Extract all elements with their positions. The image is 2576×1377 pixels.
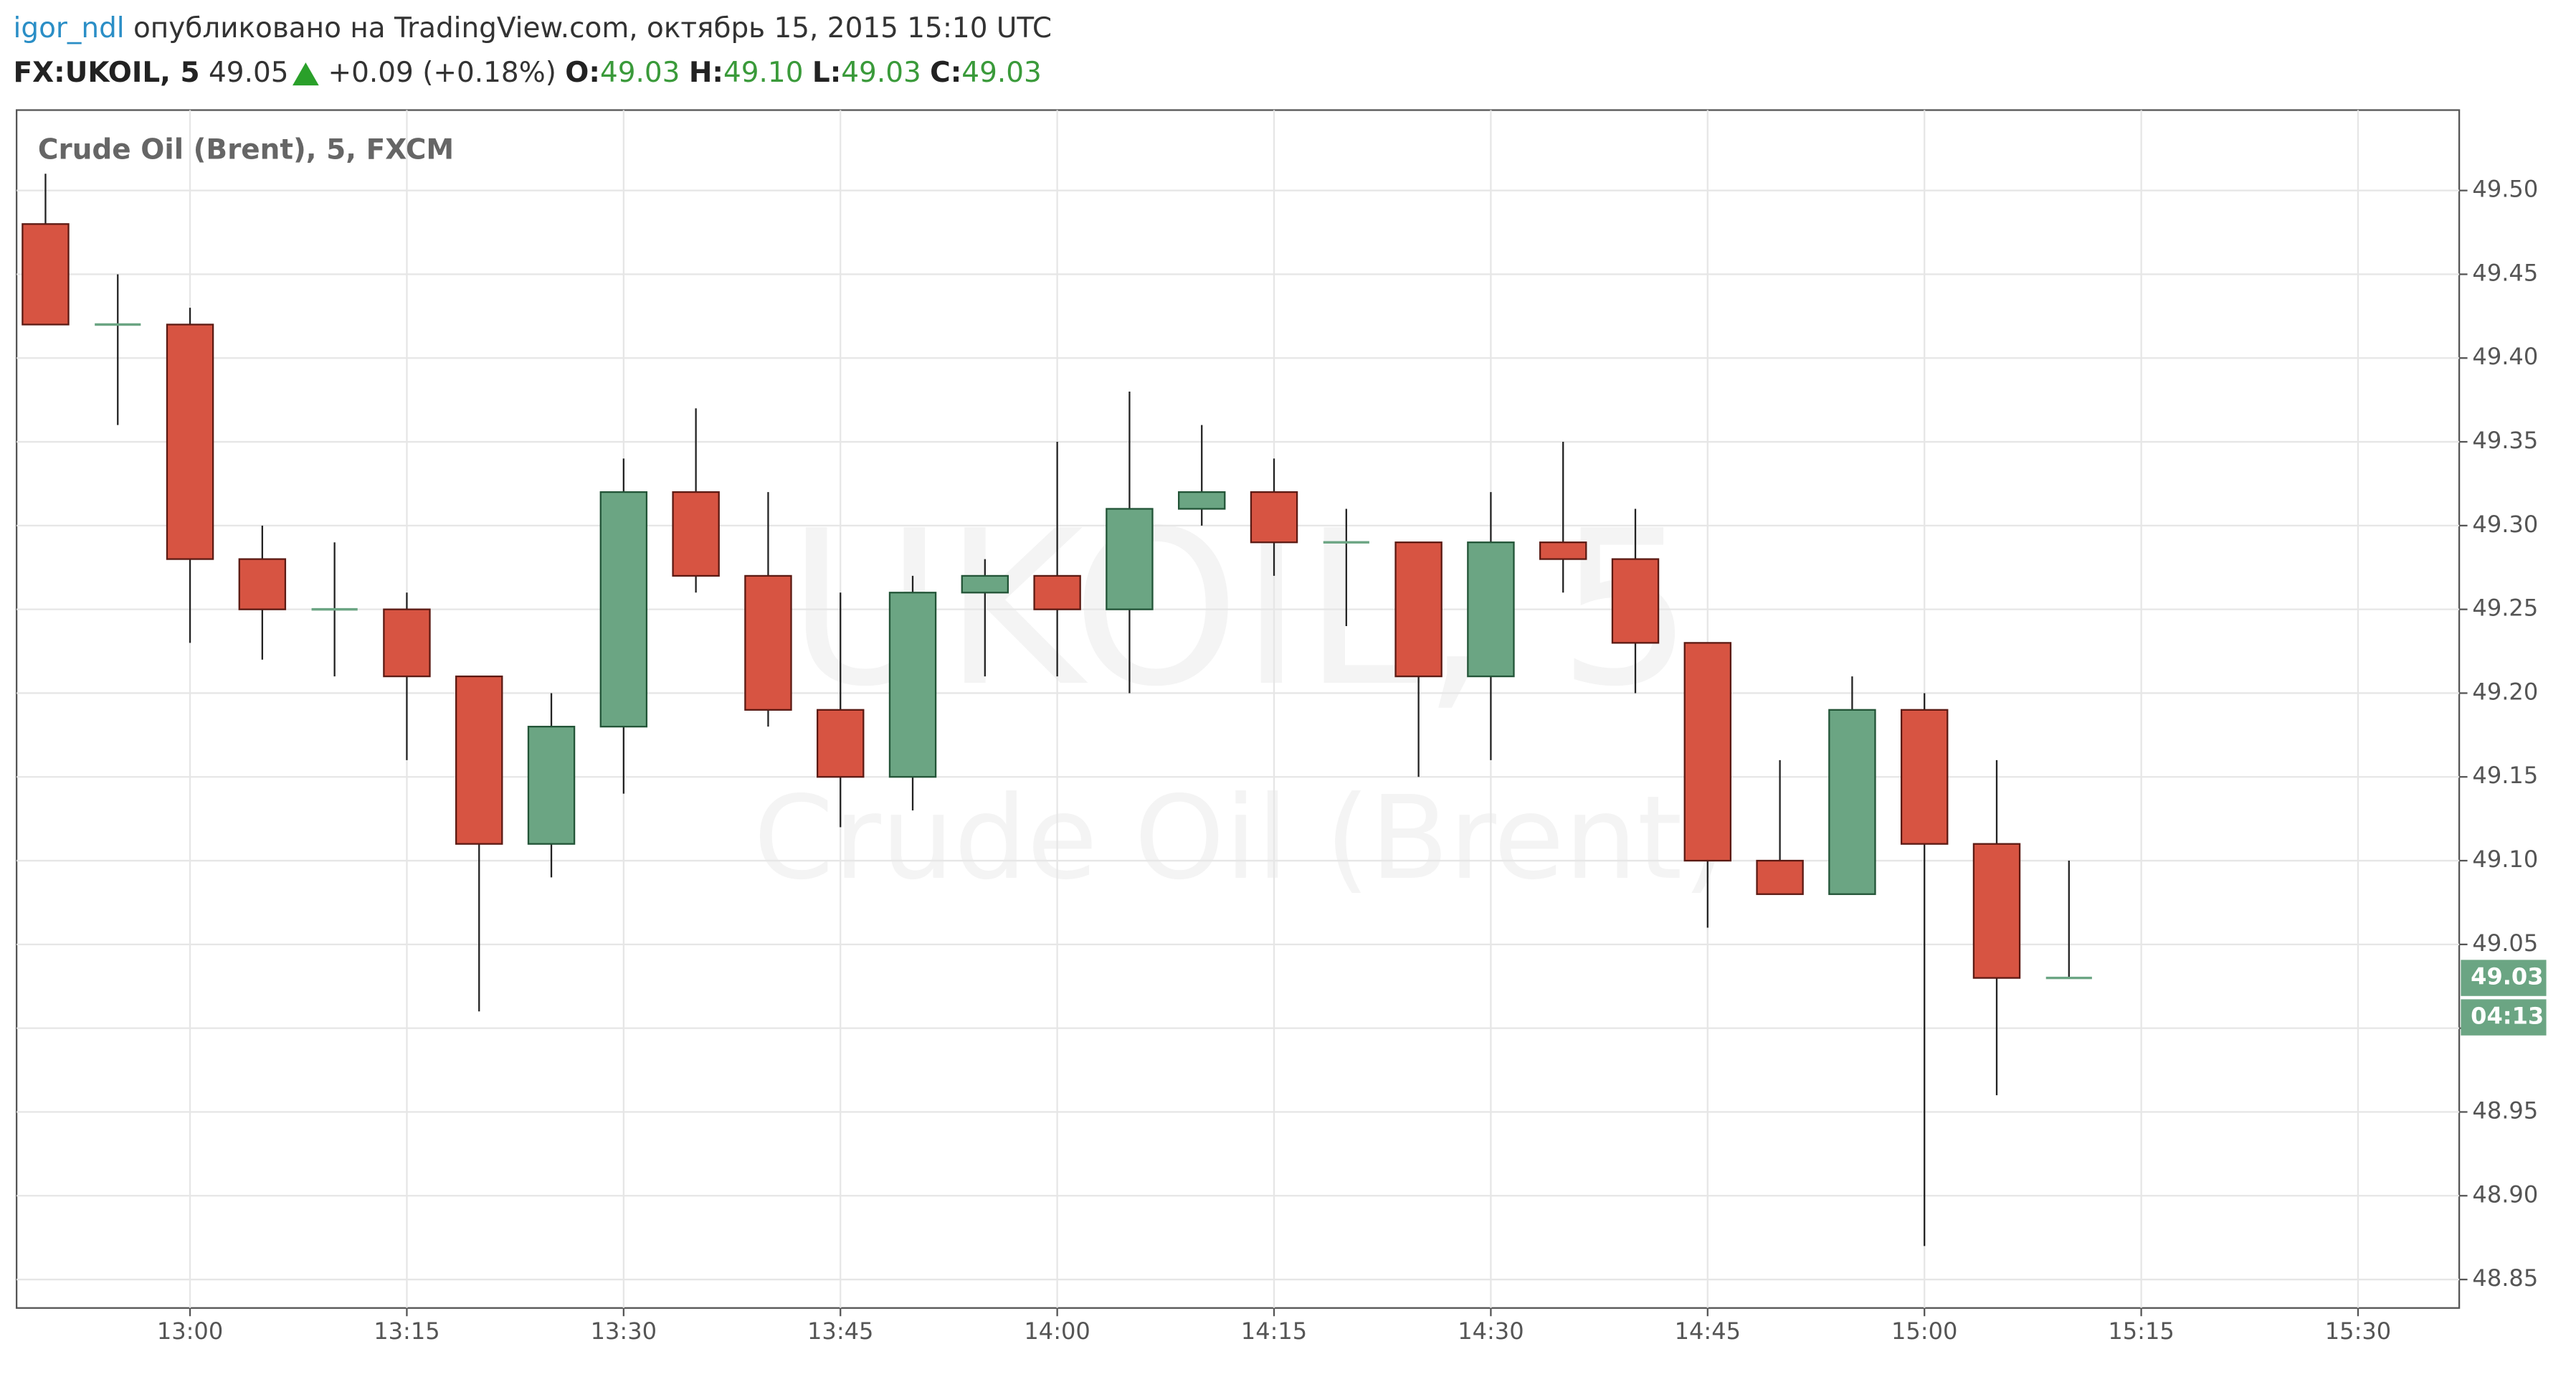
x-tick-label: 15:00 <box>1891 1317 1957 1345</box>
x-tick-label: 13:00 <box>157 1317 223 1345</box>
x-tick-label: 13:15 <box>374 1317 439 1345</box>
y-tick-label: 49.15 <box>2472 762 2538 789</box>
candle-body <box>1106 508 1154 610</box>
x-tick-label: 14:00 <box>1024 1317 1090 1345</box>
candle-body <box>1250 491 1298 544</box>
candle-body <box>455 675 503 845</box>
candle-body <box>383 608 431 678</box>
candle-body <box>22 223 70 326</box>
x-tick-label: 13:30 <box>591 1317 657 1345</box>
candle-body <box>888 592 937 778</box>
up-arrow <box>293 62 319 86</box>
x-tick-label: 14:30 <box>1458 1317 1524 1345</box>
c-value: 49.03 <box>961 57 1041 89</box>
h-value: 49.10 <box>723 57 803 89</box>
candle-body <box>817 709 865 778</box>
candle-body <box>961 574 1009 594</box>
y-tick-label: 49.50 <box>2472 176 2538 203</box>
x-tick-label: 14:15 <box>1241 1317 1307 1345</box>
y-tick-label: 49.05 <box>2472 929 2538 957</box>
header-line: igor_ndl опубликовано на TradingView.com… <box>14 12 1052 44</box>
candle-body <box>1539 541 1587 560</box>
h-label: H: <box>689 57 723 89</box>
y-tick-label: 49.10 <box>2472 846 2538 873</box>
last: 49.05 <box>209 57 288 89</box>
y-tick-label: 48.85 <box>2472 1264 2538 1292</box>
candle-body <box>1467 541 1515 678</box>
y-tick-label: 49.25 <box>2472 595 2538 622</box>
y-tick-label: 49.40 <box>2472 343 2538 370</box>
candle-body <box>238 558 287 610</box>
o-value: 49.03 <box>600 57 680 89</box>
candle-body <box>1756 859 1804 895</box>
x-tick-label: 15:15 <box>2108 1317 2174 1345</box>
candle-body <box>672 491 720 577</box>
o-label: O: <box>565 57 600 89</box>
countdown: 04:13 <box>2471 1003 2544 1030</box>
watermark-subtitle: Crude Oil (Brent) <box>754 771 1727 905</box>
author[interactable]: igor_ndl <box>14 12 125 44</box>
x-tick-label: 13:45 <box>807 1317 873 1345</box>
price-badge <box>2461 960 2547 996</box>
l-value: 49.03 <box>841 57 921 89</box>
l-label: L: <box>812 57 841 89</box>
candle-body <box>527 726 576 845</box>
chart-title: Crude Oil (Brent), 5, FXCM <box>38 133 454 166</box>
symbol: FX:UKOIL, 5 <box>14 57 200 89</box>
candle-body <box>1394 541 1443 678</box>
y-tick-label: 49.20 <box>2472 678 2538 705</box>
candle-body <box>1900 709 1949 845</box>
plot-frame <box>15 109 2461 1309</box>
x-tick-label: 14:45 <box>1675 1317 1741 1345</box>
y-tick-label: 49.30 <box>2472 511 2538 538</box>
y-tick-label: 48.95 <box>2472 1097 2538 1124</box>
countdown-badge <box>2461 999 2547 1036</box>
x-tick-label: 15:30 <box>2325 1317 2391 1345</box>
y-tick-label: 49.35 <box>2472 427 2538 454</box>
y-tick-label: 49.45 <box>2472 259 2538 286</box>
candle-body <box>599 491 648 728</box>
candle-body <box>1683 642 1732 862</box>
candles <box>22 174 2092 1246</box>
c-label: C: <box>930 57 961 89</box>
candle-body <box>1033 574 1081 610</box>
candle-body <box>166 323 214 560</box>
ohlc-line: FX:UKOIL, 5 49.05 +0.09 (+0.18%) O:49.03 … <box>14 57 1042 89</box>
price-label: 49.03 <box>2471 963 2543 990</box>
change: +0.09 (+0.18%) <box>328 57 556 89</box>
published: опубликовано на TradingView.com, октябрь… <box>133 12 1052 44</box>
y-tick-label: 48.90 <box>2472 1180 2538 1208</box>
candle-body <box>1177 491 1226 510</box>
candle-body <box>1972 843 2021 979</box>
candle-body <box>744 574 792 711</box>
candle-body <box>1611 558 1660 644</box>
candle-body <box>1828 709 1876 895</box>
